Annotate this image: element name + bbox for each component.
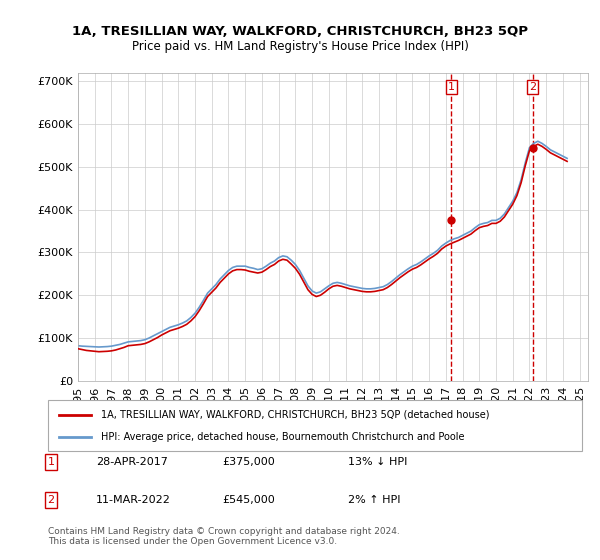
Text: 1A, TRESILLIAN WAY, WALKFORD, CHRISTCHURCH, BH23 5QP: 1A, TRESILLIAN WAY, WALKFORD, CHRISTCHUR… [72,25,528,38]
Text: 13% ↓ HPI: 13% ↓ HPI [348,457,407,467]
Text: Price paid vs. HM Land Registry's House Price Index (HPI): Price paid vs. HM Land Registry's House … [131,40,469,53]
Text: 1: 1 [47,457,55,467]
Text: £545,000: £545,000 [222,495,275,505]
Text: Contains HM Land Registry data © Crown copyright and database right 2024.
This d: Contains HM Land Registry data © Crown c… [48,526,400,546]
Text: 1: 1 [448,82,455,92]
Text: 11-MAR-2022: 11-MAR-2022 [96,495,171,505]
Text: HPI: Average price, detached house, Bournemouth Christchurch and Poole: HPI: Average price, detached house, Bour… [101,432,465,442]
Text: 1A, TRESILLIAN WAY, WALKFORD, CHRISTCHURCH, BH23 5QP (detached house): 1A, TRESILLIAN WAY, WALKFORD, CHRISTCHUR… [101,409,490,419]
Text: 2% ↑ HPI: 2% ↑ HPI [348,495,401,505]
Text: £375,000: £375,000 [222,457,275,467]
Text: 28-APR-2017: 28-APR-2017 [96,457,168,467]
Text: 2: 2 [47,495,55,505]
FancyBboxPatch shape [48,400,582,451]
Text: 2: 2 [529,82,536,92]
